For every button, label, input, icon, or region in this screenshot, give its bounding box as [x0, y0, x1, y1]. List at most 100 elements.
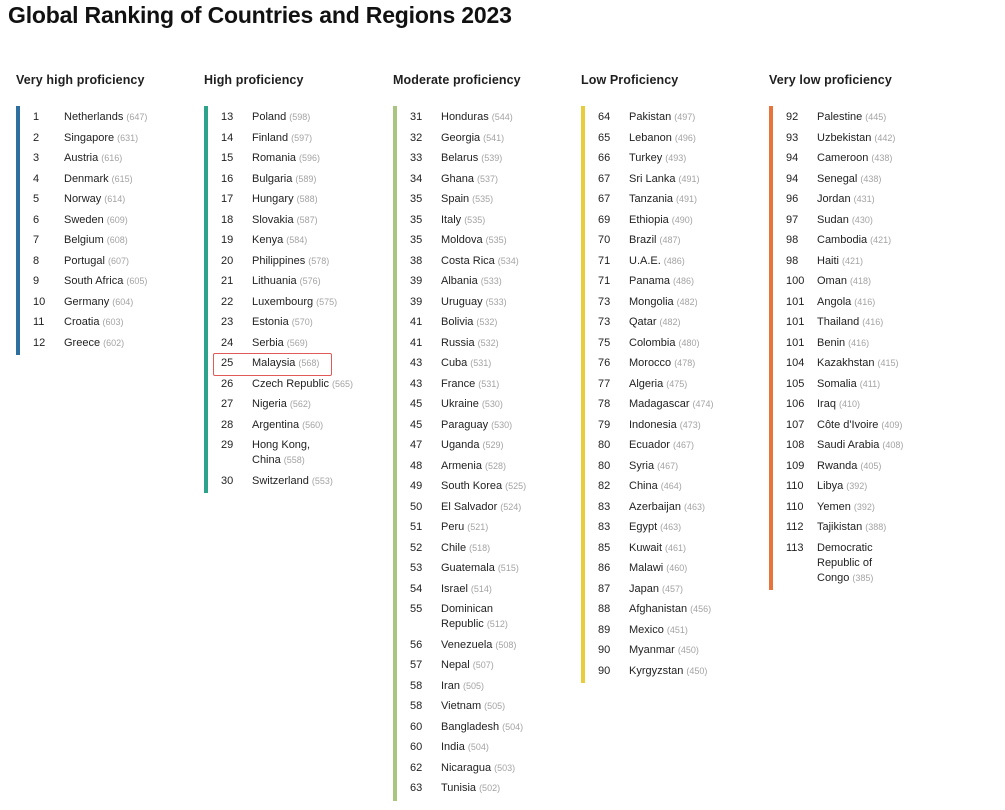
proficiency-score: (475) — [666, 378, 688, 389]
country-label: Tunisia — [441, 782, 477, 794]
country-name: Israel (514) — [441, 582, 492, 597]
column-very-low-proficiency: Very low proficiency 92 Palestine (445) 93 U… — [769, 73, 954, 590]
ranking-row: 73 Qatar (482) — [598, 312, 766, 333]
proficiency-score: (539) — [481, 153, 503, 163]
ranking-row: 41 Russia (532) — [410, 333, 578, 354]
country-label: Italy — [441, 213, 462, 226]
proficiency-score: (486) — [672, 276, 694, 286]
ranking-row: 35 Spain (535) — [410, 189, 578, 210]
country-label: Ethiopia — [629, 213, 669, 226]
ranking-row: 47 Uganda (529) — [410, 435, 578, 456]
country-name: Singapore (631) — [64, 131, 138, 146]
proficiency-score: (487) — [659, 235, 681, 245]
country-label: Madagascar — [629, 398, 690, 410]
country-name: Poland (598) — [252, 110, 310, 125]
country-label: Lithuania — [252, 275, 297, 287]
rank-number: 86 — [598, 562, 611, 574]
proficiency-score: (529) — [482, 440, 504, 450]
proficiency-score: (450) — [677, 645, 699, 655]
ranking-row: 71 U.A.E. (486) — [598, 251, 766, 272]
country-label: Croatia — [64, 316, 100, 328]
country-name: Malawi (460) — [629, 561, 687, 576]
ranking-row: 90 Myanmar (450) — [598, 640, 766, 661]
country-name: Somalia (411) — [817, 377, 880, 392]
proficiency-score: (463) — [660, 522, 682, 532]
proficiency-score: (589) — [295, 173, 317, 184]
proficiency-score: (467) — [672, 440, 694, 450]
country-name: Sweden (609) — [64, 213, 128, 228]
rank-number: 104 — [786, 357, 805, 369]
country-label: Haiti — [817, 254, 840, 267]
country-name: Algeria (475) — [629, 377, 687, 392]
proficiency-score: (490) — [671, 214, 693, 225]
country-label: India — [441, 741, 465, 753]
proficiency-score: (478) — [674, 358, 696, 368]
proficiency-score: (598) — [289, 112, 311, 122]
rank-number: 73 — [598, 295, 611, 308]
rank-number: 10 — [33, 295, 46, 308]
country-name: Morocco (478) — [629, 356, 695, 371]
rank-number: 93 — [786, 131, 799, 144]
country-name: Costa Rica (534) — [441, 254, 519, 269]
proficiency-score: (596) — [299, 153, 321, 163]
country-name: Slovakia (587) — [252, 213, 318, 228]
country-name: South Africa (605) — [64, 274, 147, 289]
rank-number: 65 — [598, 131, 611, 144]
country-label: Yemen — [817, 500, 851, 513]
proficiency-score: (570) — [291, 317, 313, 327]
proficiency-score: (535) — [485, 235, 507, 245]
proficiency-score: (512) — [486, 619, 508, 629]
ranking-row: 58 Iran (505) — [410, 676, 578, 697]
ranking-row: 60 India (504) — [410, 737, 578, 758]
ranking-row: 30 Switzerland (553) — [221, 471, 389, 492]
country-name: Ghana (537) — [441, 172, 498, 187]
ranking-row: 64 Pakistan (497) — [598, 107, 766, 128]
country-label: Jordan — [817, 193, 851, 205]
country-label: Uganda — [441, 439, 480, 451]
ranking-row: 106 Iraq (410) — [786, 394, 954, 415]
rank-number: 55 — [410, 603, 423, 615]
country-name: Libya (392) — [817, 479, 867, 494]
country-name: Afghanistan (456) — [629, 602, 711, 617]
proficiency-score: (518) — [469, 542, 491, 553]
ranking-row: 69 Ethiopia (490) — [598, 210, 766, 231]
country-name: Georgia (541) — [441, 131, 504, 146]
rank-number: 79 — [598, 418, 611, 431]
ranking-row: 94 Senegal (438) — [786, 169, 954, 190]
country-name: Czech Republic (565) — [252, 377, 353, 392]
proficiency-score: (587) — [296, 214, 318, 225]
ranking-row: 87 Japan (457) — [598, 579, 766, 600]
country-name: Nigeria (562) — [252, 397, 311, 412]
ranking-row: 24 Serbia (569) — [221, 333, 389, 354]
proficiency-score: (603) — [102, 317, 124, 327]
country-name: Azerbaijan (463) — [629, 500, 705, 515]
country-name: Tajikistan (388) — [817, 520, 886, 535]
ranking-row: 54 Israel (514) — [410, 579, 578, 600]
country-name: Ukraine (530) — [441, 397, 503, 412]
ranking-row: 55 Dominican Republic (512) — [410, 599, 578, 635]
country-name: Colombia (480) — [629, 336, 699, 351]
ranking-row: 6 Sweden (609) — [33, 210, 201, 231]
country-label: Portugal — [64, 254, 105, 267]
column-list: 1 Netherlands (647) 2 Singapore (631) 3 Austria… — [16, 106, 201, 355]
country-name: Greece (602) — [64, 336, 124, 351]
country-name: Serbia (569) — [252, 336, 308, 351]
ranking-row: 78 Madagascar (474) — [598, 394, 766, 415]
rank-number: 34 — [410, 172, 423, 185]
proficiency-score: (430) — [851, 214, 873, 225]
proficiency-score: (537) — [477, 173, 499, 184]
country-name: Palestine (445) — [817, 110, 886, 125]
rank-number: 33 — [410, 152, 423, 164]
column-list: 92 Palestine (445) 93 Uzbekistan (442) 94 Camer… — [769, 106, 954, 590]
country-name: Lithuania (576) — [252, 274, 321, 289]
proficiency-score: (388) — [865, 522, 887, 532]
proficiency-score: (562) — [289, 399, 311, 409]
country-label: Greece — [64, 336, 101, 349]
country-label: Costa Rica — [441, 254, 495, 267]
proficiency-score: (482) — [659, 317, 681, 327]
proficiency-score: (553) — [311, 475, 333, 486]
rank-number: 80 — [598, 439, 611, 451]
country-label: Ukraine — [441, 398, 479, 410]
proficiency-score: (541) — [483, 132, 505, 143]
